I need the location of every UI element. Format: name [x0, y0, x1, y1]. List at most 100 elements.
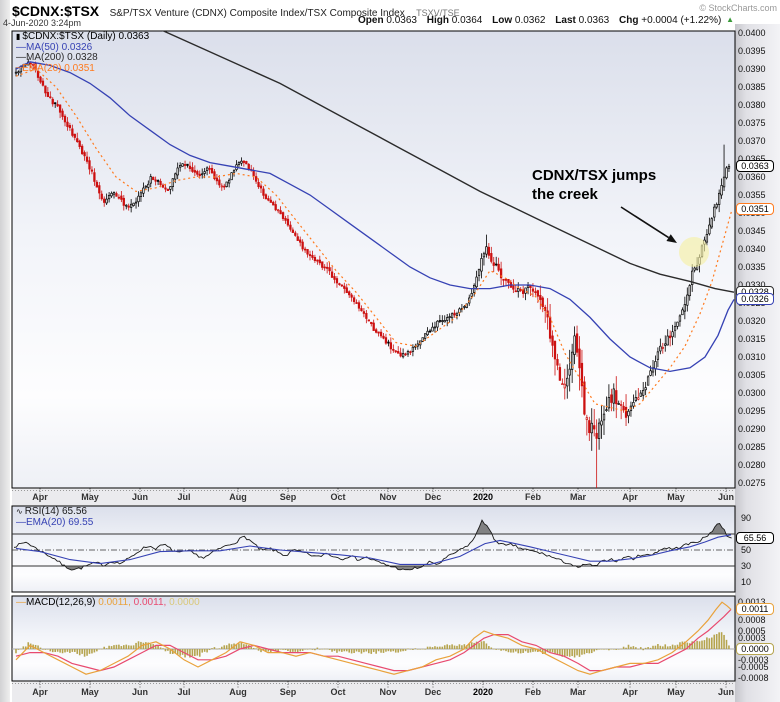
- annotation-text: CDNX/TSX jumps the creek: [532, 166, 656, 204]
- rsi-line: [13, 519, 732, 571]
- legend-value: 0.0328: [67, 52, 98, 63]
- annotation-line1: CDNX/TSX jumps: [532, 167, 657, 184]
- month-label: Mar: [569, 687, 586, 697]
- price-axis-label: 0.0370: [738, 136, 766, 146]
- month-axis-strip-top: [12, 488, 735, 506]
- price-axis-label: 0.0380: [738, 100, 766, 110]
- legend-row: —MACD(12,26,9) 0.0011, 0.0011, 0.0000: [16, 597, 200, 609]
- value-box-label: 0.0351: [736, 203, 774, 216]
- legend-label: $CDNX:$TSX (Daily): [22, 31, 119, 42]
- rsi-plot-area: [11, 505, 736, 593]
- legend-value: 0.0011,: [98, 597, 134, 608]
- change-up-arrow-icon: ▲: [726, 15, 734, 24]
- macd-axis-label: 0.0003: [738, 633, 766, 644]
- price-axis-label: 0.0395: [738, 46, 766, 56]
- price-axis-label: 0.0360: [738, 172, 766, 182]
- high-value: 0.0364: [451, 15, 483, 26]
- macd-axis-label: -0.0003: [738, 654, 769, 665]
- price-axis-label: 0.0335: [738, 262, 766, 272]
- month-label: Apr: [32, 687, 48, 697]
- month-label: Mar: [569, 492, 586, 502]
- month-label: 2020: [472, 492, 494, 502]
- price-axis-label: 0.0365: [738, 154, 766, 164]
- value-box-label: 0.0326: [736, 293, 774, 306]
- legend-label: RSI(14): [24, 506, 62, 517]
- month-label: Aug: [229, 687, 247, 697]
- legend-label: MA(200): [26, 52, 68, 63]
- month-label: May: [667, 687, 685, 697]
- price-axis-label: 0.0295: [738, 406, 766, 416]
- month-label: Apr: [622, 492, 638, 502]
- legend-label: MACD(12,26,9): [26, 597, 99, 608]
- legend-marker-icon: —: [16, 52, 26, 63]
- price-axis-label: 0.0390: [738, 64, 766, 74]
- macd-axis-label: -0.0008: [738, 672, 769, 683]
- month-label: May: [81, 492, 99, 502]
- right-axis-gutter: [735, 24, 780, 702]
- highlight-circle: [679, 237, 709, 267]
- macd-axis-label: 0.0005: [738, 626, 766, 636]
- month-label: Jul: [177, 687, 191, 697]
- month-label: 2020: [472, 687, 494, 697]
- price-axis-label: 0.0300: [738, 388, 766, 398]
- price-axis-label: 0.0285: [738, 442, 766, 452]
- rsi-axis-label: 90: [741, 513, 752, 523]
- legend-row: ▮ $CDNX:$TSX (Daily) 0.0363: [16, 31, 149, 43]
- annotation-line2: the creek: [532, 186, 598, 203]
- annotation-arrowhead: [666, 234, 677, 243]
- month-label: Feb: [524, 492, 541, 502]
- month-label: Apr: [622, 687, 638, 697]
- chg-value: +0.0004 (+1.22%): [641, 15, 722, 26]
- rsi-panel-legend: ∿ RSI(14) 65.56 —EMA(20) 69.55: [16, 506, 93, 529]
- price-axis-label: 0.0355: [738, 190, 766, 200]
- value-box-label: 0.0363: [736, 160, 774, 173]
- month-label: Aug: [229, 492, 247, 502]
- month-label: Jun: [131, 492, 148, 502]
- legend-row: —MA(200) 0.0328: [16, 52, 149, 64]
- datetime: 4-Jun-2020 3:24pm: [3, 18, 82, 28]
- macd-axis-label: -0.0005: [738, 662, 769, 672]
- open-value: 0.0363: [386, 15, 417, 26]
- month-label: Jun: [717, 492, 734, 502]
- symbol-description: S&P/TSX Venture (CDNX) Composite Index/T…: [109, 8, 405, 19]
- legend-label: EMA(20): [22, 62, 65, 74]
- price-axis-label: 0.0340: [738, 244, 766, 254]
- legend-value: 0.0000: [169, 597, 200, 608]
- month-label: Jul: [177, 492, 191, 502]
- macd-signal-line: [15, 608, 732, 672]
- legend-marker-icon: —: [16, 516, 26, 528]
- month-label: Oct: [330, 687, 346, 697]
- month-label: Dec: [424, 687, 442, 697]
- legend-row: —EMA(20) 69.55: [16, 516, 93, 529]
- month-label: Feb: [524, 687, 541, 697]
- macd-panel-legend: —MACD(12,26,9) 0.0011, 0.0011, 0.0000: [16, 597, 200, 609]
- month-label: Jun: [131, 687, 148, 697]
- value-box-label: 0.0011: [736, 603, 774, 616]
- legend-row: —MA(50) 0.0326: [16, 41, 149, 54]
- macd-axis-label: 0.0008: [738, 615, 766, 626]
- price-axis-label: 0.0330: [738, 280, 766, 290]
- last-label: Last: [555, 15, 576, 26]
- annotation-arrow: [620, 206, 670, 239]
- ma200-line: [161, 31, 735, 293]
- value-box-label: 65.56: [736, 531, 774, 544]
- month-axis-strip-bottom: [12, 681, 735, 702]
- high-label: High: [426, 15, 449, 26]
- macd-plot-area: [11, 595, 736, 682]
- header-title-row: $CDNX:$TSX S&P/TSX Venture (CDNX) Compos…: [12, 3, 460, 21]
- macd-line: [15, 601, 732, 675]
- ma50-line: [15, 61, 735, 373]
- legend-label: EMA(20): [26, 516, 69, 528]
- ema20-line: [15, 68, 733, 412]
- last-value: 0.0363: [578, 15, 610, 26]
- legend-marker-icon: —: [16, 41, 26, 53]
- rsi-axis-label: 10: [741, 577, 752, 587]
- price-axis-label: 0.0275: [738, 478, 766, 488]
- month-label: Dec: [424, 492, 442, 502]
- price-axis-label: 0.0400: [738, 28, 766, 38]
- low-value: 0.0362: [514, 15, 546, 26]
- low-label: Low: [492, 15, 513, 26]
- month-label: Apr: [32, 492, 48, 502]
- quote-row: Open 0.0363 High 0.0364 Low 0.0362 Last …: [351, 15, 734, 26]
